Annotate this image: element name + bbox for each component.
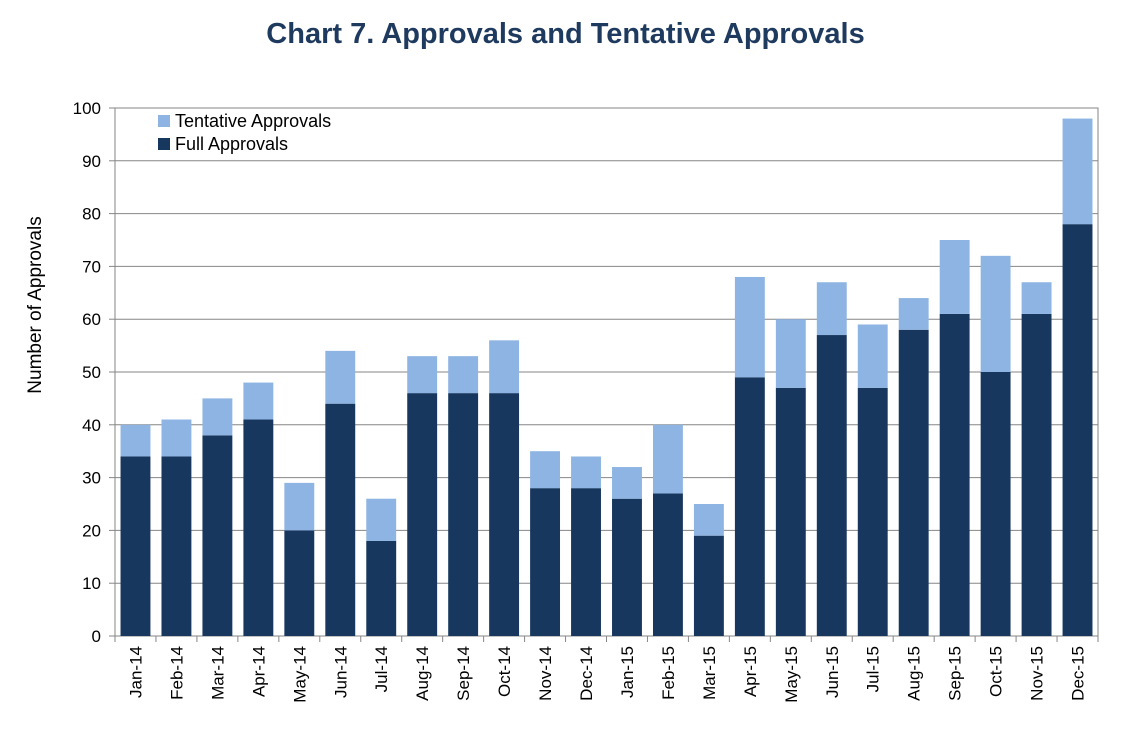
- bar-full-approvals: [1021, 313, 1052, 636]
- bar-tentative-approvals: [284, 482, 315, 531]
- bar-tentative-approvals: [1021, 282, 1052, 314]
- bar-full-approvals: [120, 456, 151, 636]
- x-tick-label: Feb-14: [167, 646, 186, 700]
- x-tick-label: Oct-15: [987, 646, 1006, 697]
- y-tick-label: 90: [82, 152, 101, 171]
- bar-tentative-approvals: [775, 319, 806, 388]
- x-tick-label: Jun-14: [331, 646, 350, 698]
- y-tick-label: 40: [82, 416, 101, 435]
- x-tick-label: Nov-14: [536, 646, 555, 701]
- bar-tentative-approvals: [980, 255, 1011, 372]
- bar-tentative-approvals: [161, 419, 192, 457]
- y-tick-label: 70: [82, 257, 101, 276]
- bar-tentative-approvals: [693, 504, 724, 536]
- bar-full-approvals: [571, 488, 601, 636]
- axes: 0 10 20 30 40 50 60 70 80 90 100 Jan-14 Feb-14 Mar-14…: [73, 99, 1099, 703]
- bar-full-approvals: [202, 435, 233, 636]
- x-tick-label: Jul-15: [864, 646, 883, 692]
- bar-full-approvals: [816, 335, 847, 636]
- x-tick-label: Jun-15: [823, 646, 842, 698]
- y-tick-label: 0: [92, 627, 101, 646]
- bar-tentative-approvals: [857, 324, 888, 388]
- x-tick-label: Jan-14: [126, 646, 145, 698]
- bars: [120, 118, 1093, 636]
- bar-tentative-approvals: [202, 398, 233, 436]
- bar-tentative-approvals: [407, 356, 438, 394]
- bar-full-approvals: [366, 540, 397, 636]
- bar-full-approvals: [1062, 224, 1093, 636]
- x-tick-label: Oct-14: [495, 646, 514, 697]
- bar-tentative-approvals: [816, 282, 847, 336]
- y-tick-label: 60: [82, 310, 101, 329]
- chart-title: Chart 7. Approvals and Tentative Approva…: [266, 18, 865, 50]
- x-tick-label: Sep-14: [454, 646, 473, 701]
- bar-tentative-approvals: [571, 456, 601, 489]
- bar-full-approvals: [775, 387, 806, 636]
- x-tick-label: Mar-15: [700, 646, 719, 700]
- bar-tentative-approvals: [898, 298, 929, 330]
- bar-full-approvals: [857, 387, 888, 636]
- x-tick-label: Aug-15: [905, 646, 924, 701]
- bar-tentative-approvals: [652, 424, 683, 494]
- x-tick-label: Aug-14: [413, 646, 432, 701]
- bar-tentative-approvals: [734, 276, 765, 378]
- bar-tentative-approvals: [1062, 118, 1093, 225]
- bar-full-approvals: [243, 419, 274, 636]
- bar-tentative-approvals: [489, 340, 520, 394]
- bar-full-approvals: [489, 393, 520, 636]
- y-tick-label: 50: [82, 363, 101, 382]
- x-tick-label: Feb-15: [659, 646, 678, 700]
- x-tick-label: Jan-15: [618, 646, 637, 698]
- bar-full-approvals: [734, 377, 765, 636]
- bar-full-approvals: [898, 329, 929, 636]
- x-tick-label: Apr-14: [249, 646, 268, 697]
- legend: Tentative Approvals Full Approvals: [158, 111, 331, 154]
- bar-tentative-approvals: [120, 424, 151, 457]
- x-tick-label: Sep-15: [946, 646, 965, 701]
- bar-full-approvals: [284, 530, 315, 636]
- bar-tentative-approvals: [448, 356, 479, 394]
- bar-full-approvals: [407, 393, 438, 636]
- y-tick-label: 30: [82, 469, 101, 488]
- bar-full-approvals: [980, 372, 1011, 636]
- bar-full-approvals: [612, 498, 642, 636]
- bar-tentative-approvals: [243, 382, 274, 420]
- bar-full-approvals: [448, 393, 479, 636]
- bar-tentative-approvals: [366, 498, 397, 541]
- y-tick-label: 10: [82, 574, 101, 593]
- gridlines: [114, 107, 1099, 637]
- x-tick-label: May-15: [782, 646, 801, 703]
- legend-swatch: [158, 115, 170, 127]
- x-tick-label: Jul-14: [372, 646, 391, 692]
- bar-tentative-approvals: [325, 350, 356, 404]
- y-tick-label: 100: [73, 99, 101, 118]
- legend-label: Full Approvals: [175, 134, 288, 154]
- bar-full-approvals: [530, 488, 561, 636]
- bar-tentative-approvals: [530, 451, 561, 489]
- y-tick-label: 20: [82, 521, 101, 540]
- x-tick-label: Dec-14: [577, 646, 596, 701]
- bar-full-approvals: [693, 535, 724, 636]
- y-tick-label: 80: [82, 205, 101, 224]
- x-tick-label: Nov-15: [1028, 646, 1047, 701]
- x-tick-label: Mar-14: [208, 646, 227, 700]
- legend-label: Tentative Approvals: [175, 111, 331, 131]
- x-tick-label: Apr-15: [741, 646, 760, 697]
- bar-tentative-approvals: [939, 240, 970, 314]
- y-axis-title: Number of Approvals: [25, 216, 46, 393]
- bar-full-approvals: [652, 493, 683, 636]
- bar-full-approvals: [325, 403, 356, 636]
- x-tick-label: May-14: [290, 646, 309, 703]
- bar-full-approvals: [161, 456, 192, 636]
- x-tick-label: Dec-15: [1069, 646, 1088, 701]
- bar-full-approvals: [939, 313, 970, 636]
- legend-swatch: [158, 138, 170, 150]
- bar-tentative-approvals: [612, 467, 642, 499]
